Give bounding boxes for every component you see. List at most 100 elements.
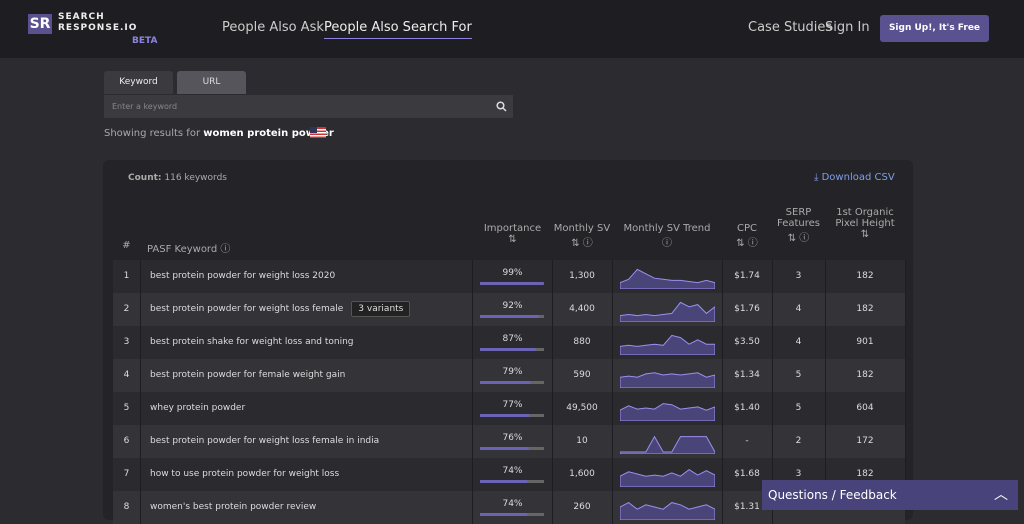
table-cell: women's best protein powder review [140,491,473,524]
download-link[interactable]: ⤓ Download CSV [814,172,895,183]
signup-button[interactable]: Sign Up!, It's Free [880,15,989,42]
table-cell [612,260,723,293]
pixel-height: 172 [856,436,874,446]
importance-label: 79% [502,367,523,377]
table-cell: 590 [552,359,613,392]
query: women protein powder [203,128,334,139]
table-cell: 92% [473,293,553,326]
table-cell: 604 [825,392,906,425]
pixel-height: 182 [856,469,874,479]
download-text[interactable]: Download CSV [821,172,895,183]
table-cell: 7 [113,458,141,491]
table-cell: $1.76 [722,293,773,326]
results-text: Showing results for women protein powder [104,128,334,139]
trend-area [620,334,715,355]
table-cell: 5 [113,392,141,425]
trend-area [620,468,715,487]
trend-sparkline [620,372,715,388]
flag-icon [310,127,326,138]
keyword: how to use protein powder for weight los… [150,469,340,479]
column-header: 1st Organic Pixel Height ⇅ [835,207,895,240]
table-cell: best protein powder for weight loss fema… [140,425,473,458]
cpc: - [745,436,749,446]
serp-features: 3 [795,271,802,281]
table-cell: 880 [552,326,613,359]
table-cell: 1 [113,260,141,293]
nav-link[interactable]: Case Studies [748,20,833,35]
importance-fill [480,282,544,285]
importance-bar [480,414,544,417]
column-header: Monthly SV ⇅ ⓘ [553,223,611,249]
column-header-text: Monthly SV [553,223,611,234]
column-header-text: 1st Organic Pixel Height [835,207,895,229]
table-cell: 4 [772,326,826,359]
brand: SEARCH RESPONSE.IO [58,12,138,33]
table-cell: $1.40 [722,392,773,425]
importance-label: 74% [502,499,523,509]
importance-bar [480,348,544,351]
count-label: Count: [128,173,162,183]
table-row: 3 best protein shake for weight loss and … [113,326,906,359]
search-input[interactable]: Enter a keyword [104,95,513,118]
column-header-text: CPC [737,223,757,234]
nav-link[interactable]: Sign In [825,20,870,35]
column-header-text: Importance [483,223,542,234]
importance-bar [480,282,544,285]
column-header: CPC ⇅ ⓘ [736,223,758,249]
table-cell: 2 [772,425,826,458]
table-cell: $1.34 [722,359,773,392]
table-cell: whey protein powder [140,392,473,425]
search-icon[interactable] [496,101,507,112]
cpc: $1.68 [734,469,760,479]
trend-area [620,435,715,454]
serp-features: 4 [795,337,802,347]
nav-link[interactable]: People Also Search For [324,20,472,39]
importance-fill [480,348,536,351]
column-header: PASF Keyword ⓘ [147,244,231,255]
keyword: women's best protein powder review [150,502,317,512]
importance-label: 92% [502,301,523,311]
pixel-height: 901 [856,337,874,347]
importance-bar [480,513,544,516]
results-prefix: Showing results for [104,128,201,139]
table-cell: 3 [772,260,826,293]
logo[interactable]: SR [28,14,52,34]
cpc: $1.76 [734,304,760,314]
row-number: 8 [123,502,130,512]
trend-sparkline [620,502,715,520]
table-cell: 2 [113,293,141,326]
table-cell [612,458,723,491]
table-cell [612,491,723,524]
tab[interactable]: Keyword [104,71,173,94]
tab[interactable]: URL [177,71,246,94]
table-cell: 4,400 [552,293,613,326]
table-cell: $3.50 [722,326,773,359]
table-cell [612,425,723,458]
table-row: 6 best protein powder for weight loss fem… [113,425,906,458]
row-number: 2 [123,304,130,314]
column-header: Monthly SV Trend ⓘ [623,223,711,249]
trend-area [620,502,715,520]
table-cell: 3 [772,458,826,491]
table-cell: 260 [552,491,613,524]
table-row: 4 best protein powder for female weight g… [113,359,906,392]
trend-sparkline [620,301,715,322]
nav-link[interactable]: People Also Ask [222,20,324,35]
table-cell: best protein powder for weight loss fema… [140,293,473,326]
monthly-sv: 1,300 [569,271,595,281]
trend-area [620,372,715,388]
cpc: $1.74 [734,271,760,281]
column-header: # [113,240,140,251]
column-header-text: SERP Features [777,207,820,229]
importance-bar [480,447,544,450]
keyword: whey protein powder [150,403,246,413]
table-row: 5 whey protein powder 77% 49,500 $1.40 5 604 [113,392,906,425]
table-cell: 182 [825,458,906,491]
monthly-sv: 10 [576,436,588,446]
importance-fill [480,381,531,384]
importance-bar [480,315,544,318]
feedback-text[interactable]: Questions / Feedback [768,488,897,502]
table-cell: best protein shake for weight loss and t… [140,326,473,359]
feedback-bar[interactable]: Questions / Feedback ︿ [762,480,1018,510]
